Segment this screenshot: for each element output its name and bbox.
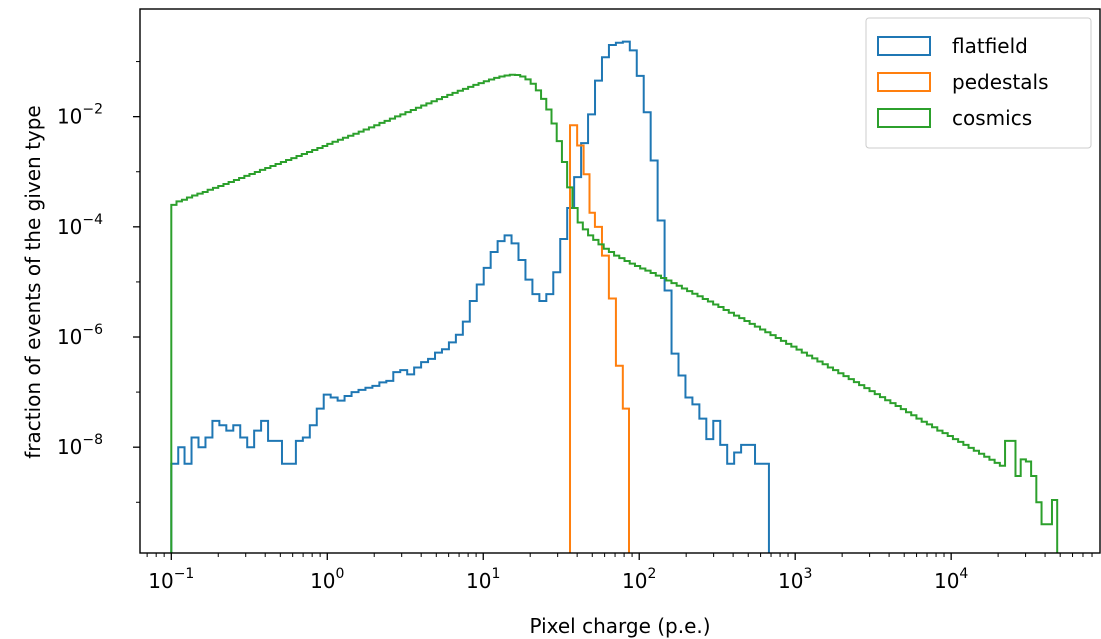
y-axis-title: fraction of events of the given type: [21, 105, 45, 458]
legend-label-pedestals: pedestals: [952, 70, 1049, 94]
series-layer: [170, 40, 1059, 553]
legend-swatch-flatfield: [877, 36, 931, 56]
x-axis-title: Pixel charge (p.e.): [529, 614, 710, 638]
y-tick-label: 10−8: [57, 432, 103, 459]
series-line-cosmics: [170, 73, 1059, 553]
legend-swatch-pedestals: [877, 72, 931, 92]
legend-swatch-cosmics: [877, 108, 931, 128]
legend: flatfield pedestals cosmics: [865, 17, 1092, 149]
legend-label-cosmics: cosmics: [952, 106, 1032, 130]
legend-box: [865, 17, 1092, 149]
plot-frame: [139, 8, 1101, 554]
series-line-pedestals: [569, 124, 630, 553]
legend-label-flatfield: flatfield: [952, 34, 1028, 58]
